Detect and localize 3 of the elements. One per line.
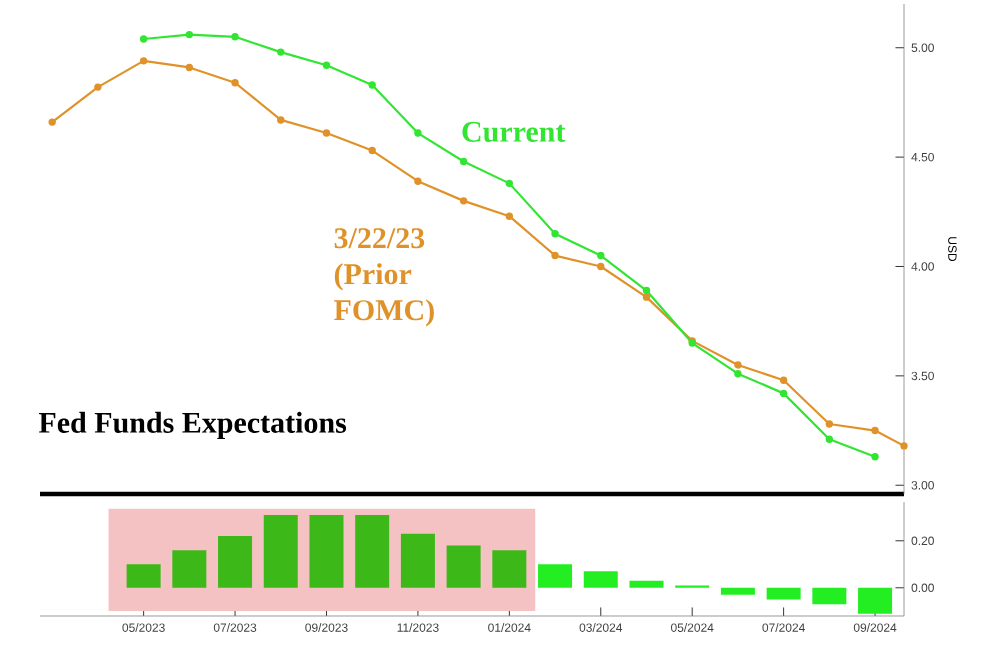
text: Fed Funds Expectations: [38, 411, 347, 440]
series-label: Current: [462, 121, 566, 142]
series-label: 3/22/23 (Prior FOMC): [334, 228, 434, 327]
